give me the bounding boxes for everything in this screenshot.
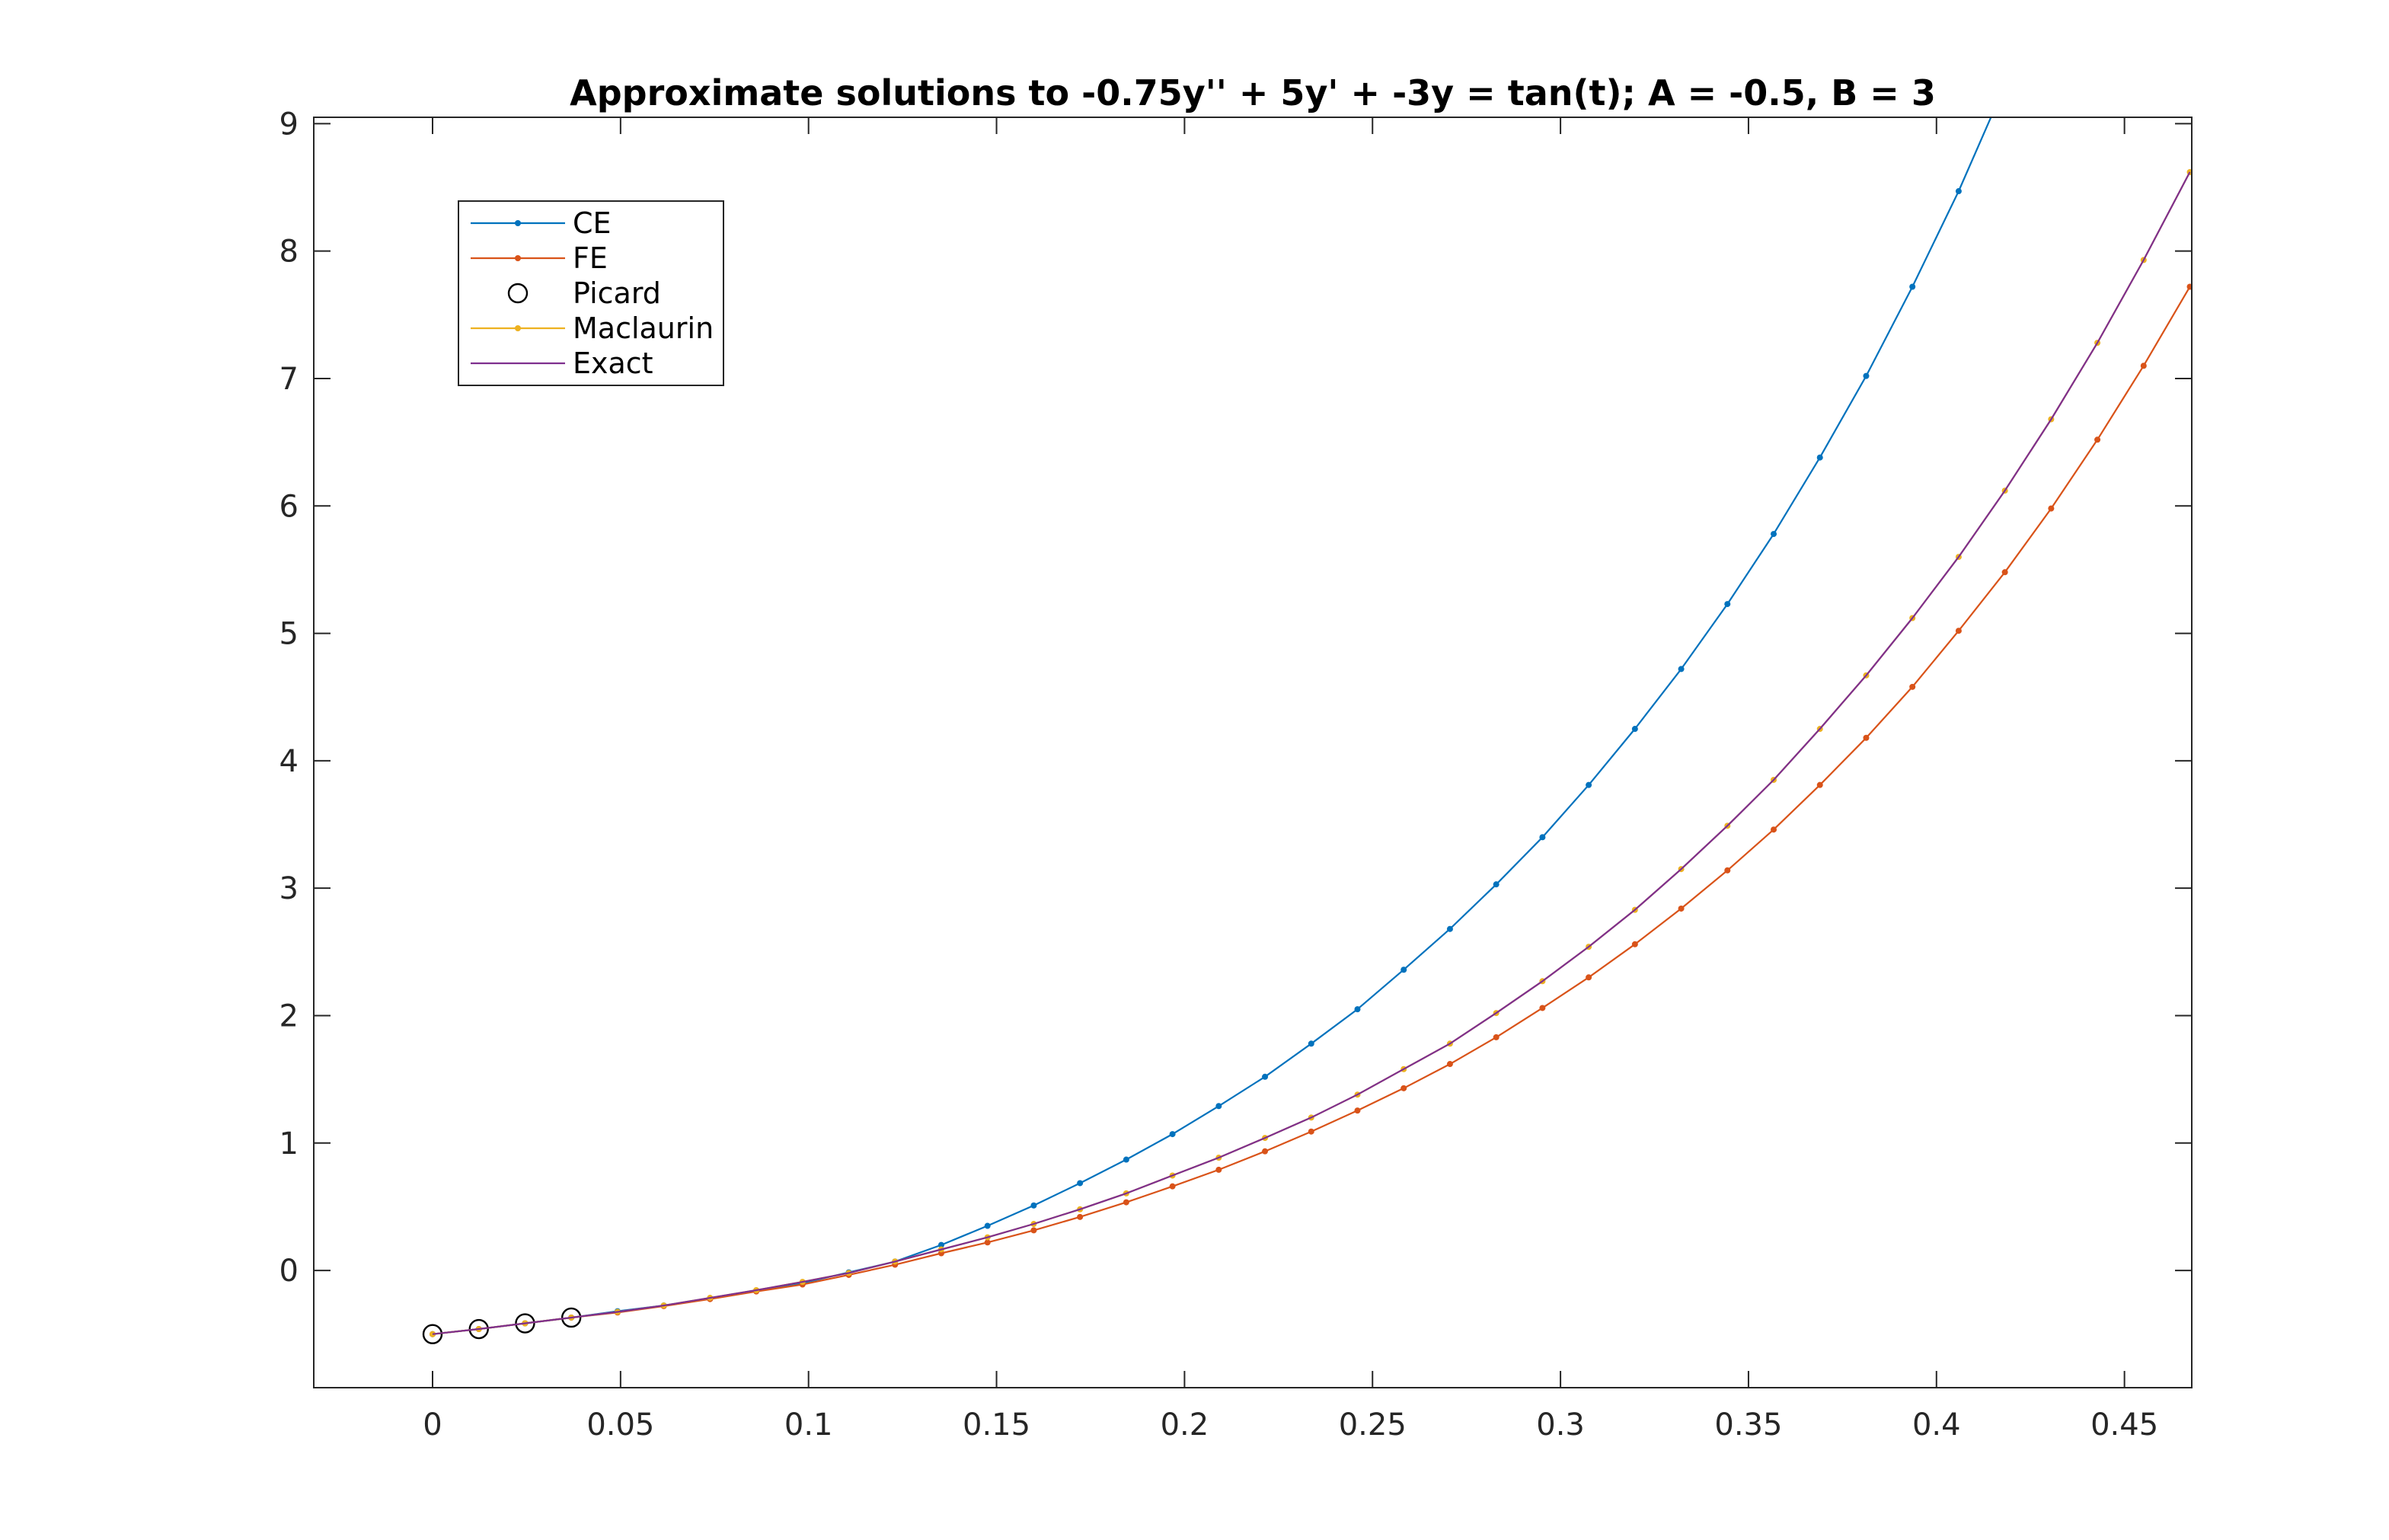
x-tick-label: 0.45 xyxy=(2090,1407,2158,1443)
y-tick-label: 8 xyxy=(279,235,299,270)
data-point-fe xyxy=(1446,1061,1453,1068)
legend-marker-picard xyxy=(507,283,529,304)
data-point-fe xyxy=(1493,1034,1500,1040)
series-line-exact xyxy=(432,171,2191,1335)
chart-title: Approximate solutions to -0.75y'' + 5y' … xyxy=(570,72,1936,113)
y-tick-label: 0 xyxy=(279,1254,299,1289)
data-point-fe xyxy=(1771,826,1777,833)
y-ticks: 0 1 2 3 4 5 6 7 8 9 xyxy=(279,107,2192,1289)
data-point-picard xyxy=(468,1318,489,1340)
legend-box xyxy=(458,200,724,386)
data-point-ce xyxy=(1446,925,1453,932)
y-tick-label: 7 xyxy=(279,362,299,397)
data-point-ce xyxy=(984,1222,991,1229)
data-point-ce xyxy=(1077,1180,1084,1187)
data-point-fe xyxy=(1863,734,1870,741)
data-point-fe xyxy=(1678,905,1685,912)
x-tick-label: 0 xyxy=(423,1407,442,1443)
legend-marker-ce xyxy=(515,220,521,226)
data-point-fe xyxy=(1308,1128,1314,1135)
data-point-fe xyxy=(1262,1148,1269,1155)
data-point-ce xyxy=(1354,1006,1361,1013)
x-tick-label: 0.15 xyxy=(963,1407,1030,1443)
x-tick-label: 0.2 xyxy=(1161,1407,1209,1443)
data-point-fe xyxy=(1586,974,1592,981)
data-point-fe xyxy=(1539,1005,1546,1011)
data-point-fe xyxy=(1030,1227,1037,1234)
y-tick-label: 5 xyxy=(279,617,299,652)
data-point-fe xyxy=(2186,283,2192,290)
data-point-ce xyxy=(1771,531,1777,538)
y-tick-label: 1 xyxy=(279,1126,299,1161)
data-point-ce xyxy=(1678,666,1685,673)
data-point-ce xyxy=(937,1241,944,1248)
data-point-ce xyxy=(1631,726,1638,733)
plot-frame xyxy=(313,117,2193,1388)
data-point-fe xyxy=(1354,1107,1361,1114)
data-point-ce xyxy=(1308,1040,1314,1047)
legend-label-exact: Exact xyxy=(573,347,653,380)
series-layer xyxy=(422,117,2192,1344)
x-tick-label: 0.35 xyxy=(1714,1407,1782,1443)
legend-label-fe: FE xyxy=(573,241,608,275)
data-point-picard xyxy=(561,1307,582,1328)
data-point-ce xyxy=(1539,834,1546,841)
data-point-ce xyxy=(1262,1073,1269,1080)
y-tick-label: 2 xyxy=(279,998,299,1034)
data-point-fe xyxy=(1724,867,1731,874)
x-ticks: 0 0.05 0.1 0.15 0.2 0.25 0.3 0.35 0.4 0.45 xyxy=(423,117,2158,1443)
data-point-fe xyxy=(1955,628,1962,634)
x-tick-label: 0.25 xyxy=(1339,1407,1407,1443)
data-point-ce xyxy=(1909,283,1916,290)
legend-marker-maclaurin xyxy=(515,325,521,331)
data-point-ce xyxy=(1493,881,1500,888)
data-point-fe xyxy=(1123,1199,1129,1206)
data-point-ce xyxy=(1586,781,1592,788)
data-point-ce xyxy=(1123,1156,1129,1163)
legend-label-picard: Picard xyxy=(573,276,661,310)
x-tick-label: 0.3 xyxy=(1536,1407,1585,1443)
data-point-fe xyxy=(2048,505,2055,512)
data-point-ce xyxy=(1215,1103,1222,1110)
data-point-picard xyxy=(422,1324,443,1344)
legend-label-maclaurin: Maclaurin xyxy=(573,312,714,345)
x-tick-label: 0.05 xyxy=(586,1407,654,1443)
data-point-fe xyxy=(2001,569,2008,576)
data-point-ce xyxy=(1816,454,1823,461)
data-point-ce xyxy=(1401,966,1407,973)
data-point-fe xyxy=(1215,1166,1222,1173)
data-point-picard xyxy=(515,1313,535,1334)
y-tick-label: 6 xyxy=(279,489,299,524)
data-point-ce xyxy=(1724,601,1731,608)
data-point-fe xyxy=(1909,683,1916,690)
data-point-ce xyxy=(1955,188,1962,195)
legend-label-ce: CE xyxy=(573,206,612,240)
data-point-fe xyxy=(1169,1183,1176,1190)
legend-marker-fe xyxy=(515,255,521,261)
y-tick-label: 9 xyxy=(279,107,299,142)
x-tick-label: 0.4 xyxy=(1912,1407,1961,1443)
data-point-fe xyxy=(1401,1085,1407,1091)
data-point-fe xyxy=(984,1239,991,1246)
y-tick-label: 4 xyxy=(279,744,299,779)
x-tick-label: 0.1 xyxy=(784,1407,833,1443)
y-tick-label: 3 xyxy=(279,871,299,906)
data-point-ce xyxy=(1863,372,1870,379)
data-point-fe xyxy=(1631,941,1638,947)
data-point-ce xyxy=(1030,1202,1037,1209)
data-point-ce xyxy=(1169,1131,1176,1138)
data-point-fe xyxy=(2140,363,2147,369)
data-point-fe xyxy=(1816,781,1823,788)
data-point-fe xyxy=(2094,436,2101,443)
data-point-fe xyxy=(1077,1213,1084,1220)
